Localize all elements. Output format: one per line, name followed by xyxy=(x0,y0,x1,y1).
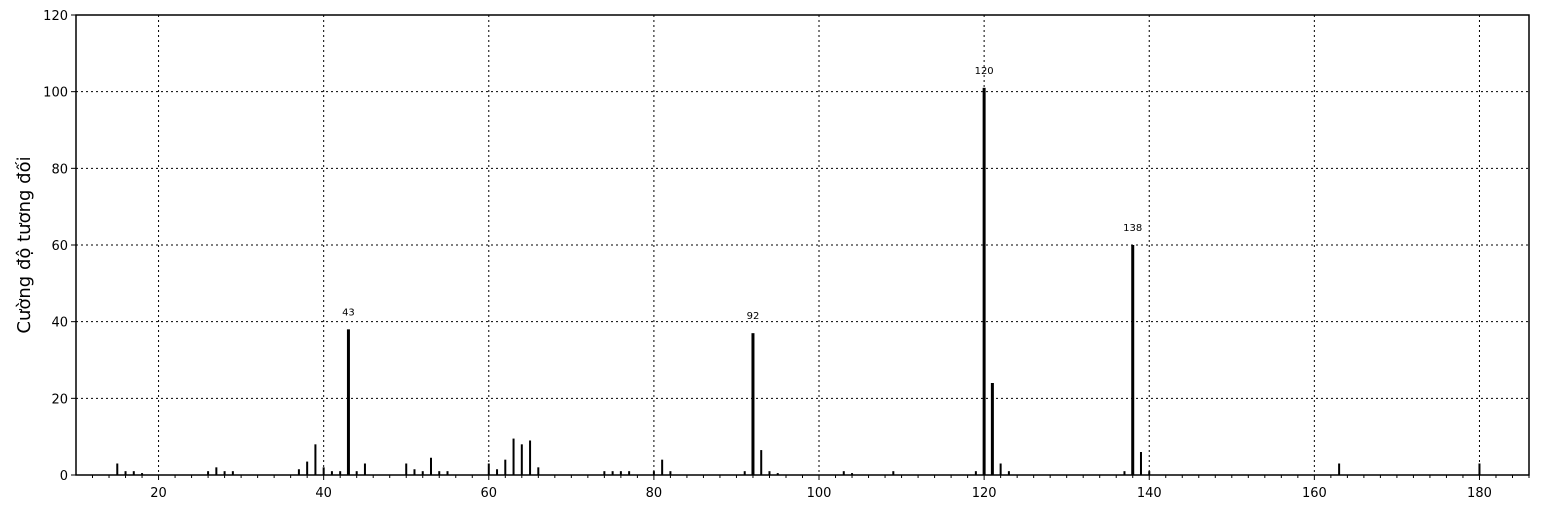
peak-bar-55 xyxy=(446,471,449,475)
peak-bar-104 xyxy=(851,473,854,475)
peak-annotation-43: 43 xyxy=(342,307,355,318)
peak-bar-45 xyxy=(363,463,366,475)
peak-bar-40 xyxy=(322,467,325,475)
peak-bar-66 xyxy=(537,467,540,475)
x-tick-label-100: 100 xyxy=(807,486,832,501)
peak-bar-54 xyxy=(438,471,441,475)
peak-bar-41 xyxy=(330,471,333,475)
peak-bar-27 xyxy=(215,467,218,475)
y-tick-label-40: 40 xyxy=(51,316,68,331)
peak-bar-53 xyxy=(429,457,432,475)
peak-bar-95 xyxy=(776,473,779,475)
peak-bar-122 xyxy=(999,463,1002,475)
peak-bar-92 xyxy=(751,333,755,475)
peak-bar-94 xyxy=(768,471,771,475)
peak-bar-137 xyxy=(1123,471,1126,475)
peak-bar-61 xyxy=(496,469,499,475)
peak-bar-75 xyxy=(611,471,614,475)
peak-bar-138 xyxy=(1131,245,1135,475)
peak-bar-163 xyxy=(1338,463,1341,475)
peak-bar-91 xyxy=(743,471,746,475)
spectrum-bars xyxy=(116,87,1481,475)
peak-bar-140 xyxy=(1148,471,1151,475)
peak-bar-81 xyxy=(661,459,664,475)
peak-bar-38 xyxy=(306,461,309,475)
peak-bar-103 xyxy=(842,471,845,475)
peak-bar-29 xyxy=(231,471,234,475)
y-tick-label-60: 60 xyxy=(51,239,68,254)
x-tick-label-120: 120 xyxy=(972,486,997,501)
peak-bar-80 xyxy=(652,471,655,475)
peak-bar-42 xyxy=(339,471,342,475)
peak-bar-119 xyxy=(974,471,977,475)
grid xyxy=(76,14,1529,475)
x-tick-label-40: 40 xyxy=(315,486,332,501)
peak-bar-63 xyxy=(512,438,515,475)
x-tick-label-20: 20 xyxy=(150,486,167,501)
y-tick-label-120: 120 xyxy=(43,9,68,24)
peak-labels: 43 92 120 138 xyxy=(342,66,1142,322)
x-tick-label-80: 80 xyxy=(646,486,663,501)
peak-bar-51 xyxy=(413,469,416,475)
peak-bar-64 xyxy=(520,444,523,475)
x-tick-label-180: 180 xyxy=(1467,486,1492,501)
axes: 20 40 60 80 100 120 140 160 180 0 20 40 60 80 100 120 xyxy=(43,9,1530,501)
peak-bar-121 xyxy=(990,383,994,475)
peak-bar-120 xyxy=(982,87,986,475)
peak-bar-28 xyxy=(223,471,226,475)
peak-bar-60 xyxy=(487,463,490,475)
peak-bar-62 xyxy=(504,459,507,475)
peak-bar-139 xyxy=(1139,452,1142,475)
peak-bar-52 xyxy=(421,471,424,475)
y-tick-label-100: 100 xyxy=(43,86,68,101)
peak-bar-65 xyxy=(529,440,532,475)
peak-bar-18 xyxy=(141,473,144,475)
peak-bar-26 xyxy=(207,471,210,475)
peak-bar-123 xyxy=(1007,471,1010,475)
peak-annotation-120: 120 xyxy=(975,66,994,77)
peak-bar-93 xyxy=(760,450,763,475)
peak-bar-76 xyxy=(619,471,622,475)
peak-bar-15 xyxy=(116,463,119,475)
peak-bar-180 xyxy=(1478,463,1481,475)
y-tick-label-20: 20 xyxy=(51,392,68,407)
y-tick-label-0: 0 xyxy=(60,469,68,484)
peak-bar-39 xyxy=(314,444,317,475)
peak-bar-74 xyxy=(603,471,606,475)
peak-bar-77 xyxy=(628,471,631,475)
y-axis-label: Cường độ tương đối xyxy=(14,156,35,333)
y-tick-label-80: 80 xyxy=(51,162,68,177)
x-tick-label-140: 140 xyxy=(1137,486,1162,501)
peak-bar-16 xyxy=(124,471,127,475)
peak-annotation-138: 138 xyxy=(1123,223,1142,234)
peak-bar-17 xyxy=(132,471,135,475)
x-tick-label-60: 60 xyxy=(481,486,498,501)
peak-bar-50 xyxy=(405,463,408,475)
peak-bar-37 xyxy=(297,469,300,475)
peak-bar-44 xyxy=(355,471,358,475)
peak-bar-109 xyxy=(892,471,895,475)
peak-bar-43 xyxy=(346,329,350,475)
x-tick-label-160: 160 xyxy=(1302,486,1327,501)
peak-annotation-92: 92 xyxy=(747,311,760,322)
peak-bar-82 xyxy=(669,471,672,475)
